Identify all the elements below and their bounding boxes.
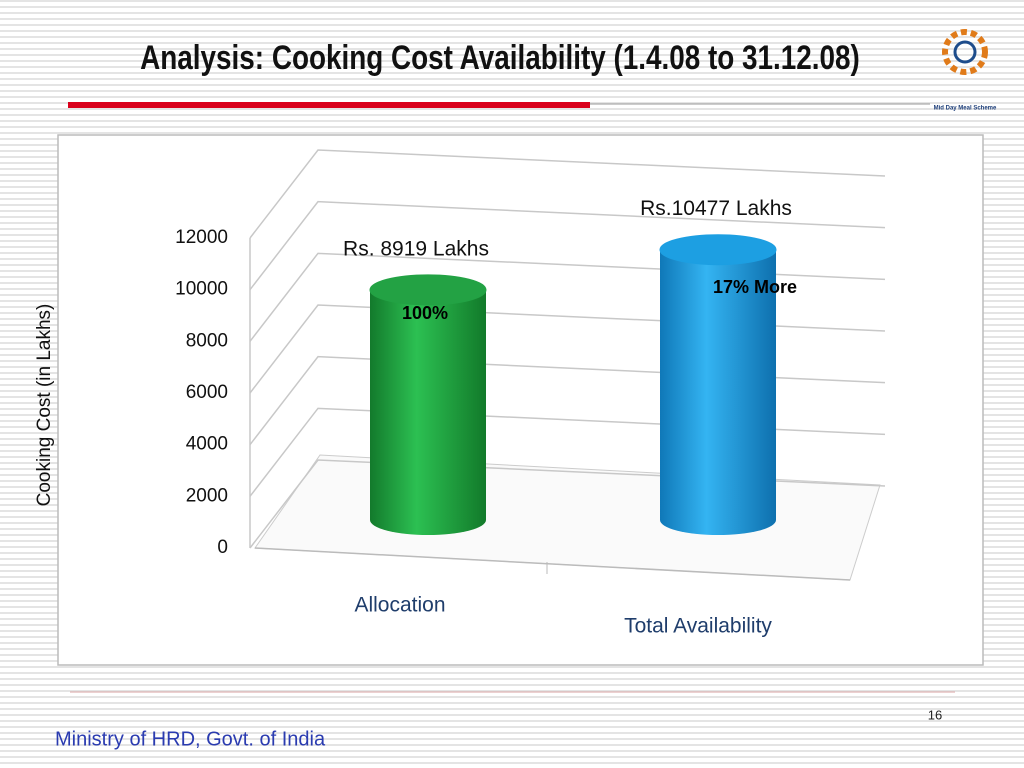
page-number: 16 bbox=[928, 707, 942, 722]
x-tick-label: Allocation bbox=[354, 594, 445, 617]
y-axis-title: Cooking Cost (in Lakhs) bbox=[34, 304, 55, 507]
y-tick-label: 10000 bbox=[175, 279, 228, 300]
bar bbox=[370, 289, 486, 535]
bar-top bbox=[659, 234, 777, 266]
y-tick-label: 4000 bbox=[186, 434, 228, 455]
value-label: Rs.10477 Lakhs bbox=[640, 197, 792, 220]
y-tick-label: 6000 bbox=[186, 382, 228, 403]
value-label: Rs. 8919 Lakhs bbox=[343, 237, 489, 260]
bar bbox=[660, 249, 776, 535]
grid-line bbox=[249, 149, 886, 239]
logo: Mid Day Meal Scheme bbox=[934, 29, 997, 112]
title-rule bbox=[68, 102, 590, 108]
annotation: 100% bbox=[402, 303, 448, 323]
logo-core bbox=[953, 40, 977, 64]
slide-title: Analysis: Cooking Cost Availability (1.4… bbox=[140, 38, 860, 76]
y-tick-label: 0 bbox=[217, 537, 228, 558]
x-axis bbox=[254, 547, 851, 581]
footer: Ministry of HRD, Govt. of India bbox=[55, 728, 326, 750]
y-tick-label: 2000 bbox=[186, 485, 228, 506]
logo-text: Mid Day Meal Scheme bbox=[934, 106, 997, 112]
x-tick-label: Total Availability bbox=[624, 615, 772, 638]
logo-ring bbox=[942, 29, 988, 75]
y-tick-label: 12000 bbox=[175, 227, 228, 248]
grid-line bbox=[249, 200, 886, 291]
bar-top bbox=[369, 274, 487, 306]
y-tick-label: 8000 bbox=[186, 330, 228, 351]
annotation: 17% More bbox=[713, 277, 797, 297]
